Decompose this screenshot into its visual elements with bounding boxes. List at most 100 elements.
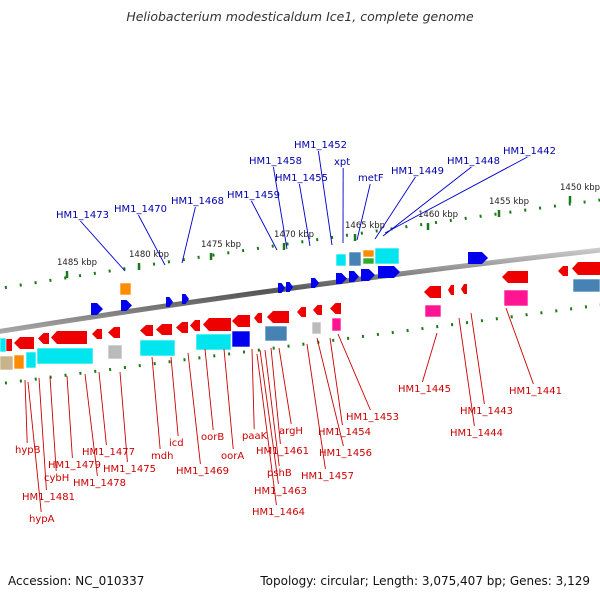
kbp-label: 1480 kbp [129,250,169,260]
kbp-label: 1465 kbp [345,221,385,231]
gene-feature-box[interactable] [362,257,375,265]
gene-label-hm1-1443[interactable]: HM1_1443 [460,406,513,417]
reverse-gene-arrow[interactable] [190,320,200,331]
forward-gene-arrow[interactable] [349,271,359,282]
gene-feature-box[interactable] [0,355,14,371]
forward-gene-arrow[interactable] [121,300,132,311]
gene-label-hm1-1458[interactable]: HM1_1458 [249,156,302,167]
reverse-gene-arrow[interactable] [254,313,262,323]
reverse-gene-arrow[interactable] [267,311,289,323]
reverse-gene-arrow[interactable] [448,285,454,295]
reverse-gene-arrow[interactable] [14,337,34,349]
gene-feature-box[interactable] [335,253,347,267]
gene-label-hm1-1452[interactable]: HM1_1452 [294,140,347,151]
reverse-gene-arrow[interactable] [108,327,120,338]
gene-feature-box[interactable] [362,249,375,258]
gene-label-cybh[interactable]: cybH [44,473,69,484]
gene-feature-box[interactable] [0,337,7,353]
gene-label-oora[interactable]: oorA [221,451,244,462]
reverse-gene-arrow[interactable] [156,324,172,335]
reverse-gene-arrow[interactable] [297,307,306,317]
gene-label-hm1-1459[interactable]: HM1_1459 [227,190,280,201]
gene-label-hm1-1453[interactable]: HM1_1453 [346,412,399,423]
gene-feature-box[interactable] [424,304,442,318]
gene-label-pshb[interactable]: pshB [267,468,292,479]
gene-feature-box[interactable] [119,282,132,296]
gene-label-hm1-1468[interactable]: HM1_1468 [171,196,224,207]
forward-gene-arrow[interactable] [182,294,189,304]
reverse-gene-arrow[interactable] [176,322,188,333]
gene-label-hm1-1461[interactable]: HM1_1461 [256,446,309,457]
gene-label-hm1-1475[interactable]: HM1_1475 [103,464,156,475]
gene-label-hm1-1477[interactable]: HM1_1477 [82,447,135,458]
gene-label-hm1-1478[interactable]: HM1_1478 [73,478,126,489]
gene-feature-box[interactable] [331,317,342,332]
gene-feature-box[interactable] [231,330,251,348]
gene-label-hm1-1449[interactable]: HM1_1449 [391,166,444,177]
reverse-gene-arrow[interactable] [461,284,467,294]
forward-gene-arrow[interactable] [468,252,488,264]
gene-label-hm1-1445[interactable]: HM1_1445 [398,384,451,395]
gene-label-hypa[interactable]: hypA [29,514,55,525]
gene-label-metf[interactable]: metF [358,173,384,184]
gene-label-hm1-1444[interactable]: HM1_1444 [450,428,503,439]
gene-label-mdh[interactable]: mdh [151,451,173,462]
gene-feature-box[interactable] [348,251,362,267]
gene-feature-box[interactable] [25,351,37,369]
gene-label-oorb[interactable]: oorB [201,432,224,443]
gene-label-hm1-1479[interactable]: HM1_1479 [48,460,101,471]
reverse-gene-arrow[interactable] [92,329,102,339]
gene-feature-box[interactable] [13,354,25,370]
gene-feature-box[interactable] [264,325,288,342]
gene-label-hm1-1473[interactable]: HM1_1473 [56,210,109,221]
forward-gene-arrow[interactable] [336,273,347,284]
forward-gene-arrow[interactable] [378,266,400,278]
gene-label-hm1-1464[interactable]: HM1_1464 [252,507,305,518]
gene-label-argh[interactable]: argH [279,426,303,437]
reverse-gene-arrow[interactable] [572,262,600,275]
reverse-gene-arrow[interactable] [232,315,250,327]
gene-feature-box[interactable] [572,278,600,293]
forward-gene-arrow[interactable] [361,269,375,281]
gene-feature-box[interactable] [503,289,529,307]
reverse-gene-arrow[interactable] [502,271,528,283]
forward-gene-arrow[interactable] [286,282,293,292]
forward-gene-arrow[interactable] [91,303,103,315]
label-connector [505,307,534,385]
gene-label-hm1-1457[interactable]: HM1_1457 [301,471,354,482]
gene-label-xpt[interactable]: xpt [334,157,350,168]
gene-label-hm1-1448[interactable]: HM1_1448 [447,156,500,167]
label-connector [170,356,179,437]
gene-feature-box[interactable] [36,347,94,365]
gene-feature-box[interactable] [195,333,232,351]
forward-gene-arrow[interactable] [311,278,319,288]
reverse-gene-arrow[interactable] [558,266,568,276]
reverse-gene-arrow[interactable] [424,286,441,298]
gene-label-hm1-1469[interactable]: HM1_1469 [176,466,229,477]
reverse-gene-arrow[interactable] [330,303,341,314]
reverse-gene-arrow[interactable] [203,318,231,331]
reverse-gene-arrow[interactable] [51,331,87,344]
gene-label-paak[interactable]: paaK [242,431,268,442]
gene-label-hm1-1456[interactable]: HM1_1456 [319,448,372,459]
label-connector [356,183,371,241]
gene-feature-box[interactable] [311,321,322,335]
label-connector [256,353,277,506]
gene-label-hm1-1470[interactable]: HM1_1470 [114,204,167,215]
reverse-gene-arrow[interactable] [38,333,49,344]
gene-feature-box[interactable] [374,247,400,265]
gene-label-hypb[interactable]: hypB [15,445,41,456]
gene-label-hm1-1442[interactable]: HM1_1442 [503,146,556,157]
reverse-gene-arrow[interactable] [313,305,322,315]
gene-label-hm1-1454[interactable]: HM1_1454 [318,427,371,438]
forward-gene-arrow[interactable] [278,283,285,293]
forward-gene-arrow[interactable] [166,297,173,307]
gene-feature-box[interactable] [107,344,123,360]
gene-feature-box[interactable] [139,339,176,357]
gene-label-hm1-1481[interactable]: HM1_1481 [22,492,75,503]
reverse-gene-arrow[interactable] [140,325,153,336]
gene-label-hm1-1463[interactable]: HM1_1463 [254,486,307,497]
gene-label-hm1-1441[interactable]: HM1_1441 [509,386,562,397]
gene-label-icd[interactable]: icd [169,438,184,449]
gene-label-hm1-1455[interactable]: HM1_1455 [275,173,328,184]
